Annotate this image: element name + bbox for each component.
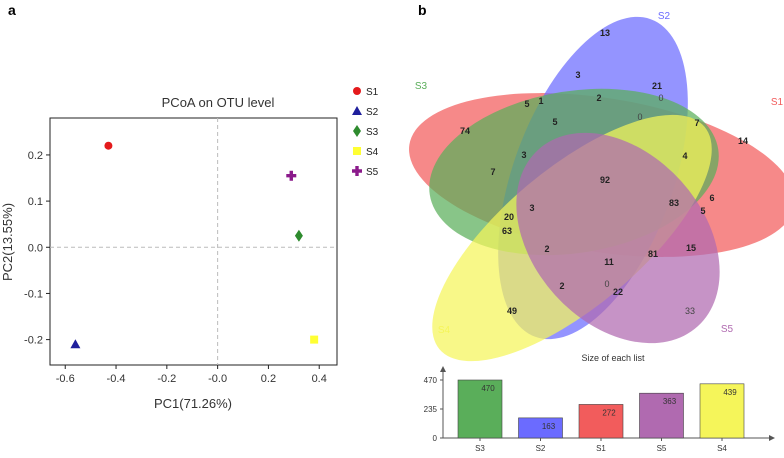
pcoa-x-tick-label: -0.0 — [208, 373, 227, 385]
venn-region-count: 33 — [685, 306, 695, 316]
venn-region-count: 0 — [604, 279, 609, 289]
bar-category-label: S1 — [596, 444, 606, 453]
venn-ellipse-s5 — [516, 132, 720, 344]
venn-diagram: S2 S1 S3 S4 S5 13 3 21 0 5 1 2 0 74 14 5… — [409, 11, 784, 362]
venn-label-s4: S4 — [438, 325, 451, 336]
legend-marker-s5 — [352, 166, 362, 176]
pcoa-point-s5 — [286, 170, 297, 181]
pcoa-y-tick-label: 0.0 — [28, 242, 43, 254]
bar-value-label: 439 — [723, 388, 737, 397]
pcoa-point-s3 — [294, 229, 303, 242]
venn-label-s2: S2 — [658, 11, 671, 22]
pcoa-x-tick-label: 0.2 — [261, 373, 276, 385]
bar-value-label: 272 — [602, 408, 616, 417]
bar-value-label: 363 — [663, 397, 677, 406]
venn-region-count: 2 — [559, 281, 564, 291]
pcoa-y-tick-label: -0.1 — [24, 288, 43, 300]
pcoa-plot-frame — [49, 117, 338, 366]
pcoa-legend: S1 S2 S3 S4 S5 — [352, 87, 379, 178]
pcoa-x-tick-label: -0.4 — [107, 373, 126, 385]
bar-s1 — [578, 404, 624, 439]
pcoa-point-s2 — [70, 339, 81, 349]
panel-label-a: a — [8, 2, 16, 18]
bar-y-tick-label: 470 — [424, 376, 438, 385]
bar-value-label: 163 — [542, 422, 556, 431]
venn-region-count: 14 — [738, 136, 748, 146]
venn-region-count: 63 — [502, 226, 512, 236]
legend-label-s2: S2 — [366, 107, 379, 118]
bar-category-label: S2 — [536, 444, 546, 453]
venn-region-count: 81 — [648, 249, 658, 259]
venn-label-s3: S3 — [415, 81, 428, 92]
venn-region-count: 7 — [490, 167, 495, 177]
panel-label-b: b — [418, 2, 427, 18]
venn-region-count: 2 — [596, 93, 601, 103]
venn-region-count: 7 — [694, 118, 699, 128]
bar-chart-title: Size of each list — [581, 353, 645, 363]
bar-y-axis-arrow — [440, 366, 446, 372]
pcoa-y-tick-label: 0.1 — [28, 196, 43, 208]
venn-region-count: 49 — [507, 306, 517, 316]
bar-s5 — [639, 392, 684, 439]
legend-label-s4: S4 — [366, 147, 379, 158]
venn-region-count: 0 — [658, 93, 663, 103]
venn-region-count: 5 — [700, 206, 705, 216]
bar-s2 — [518, 417, 563, 439]
venn-region-count: 74 — [460, 126, 470, 136]
pcoa-x-tick-label: 0.4 — [312, 373, 327, 385]
pcoa-y-axis-label: PC2(13.55%) — [0, 203, 15, 281]
venn-region-count: 13 — [600, 28, 610, 38]
bar-y-tick-label: 0 — [433, 434, 438, 443]
bar-s3 — [457, 379, 503, 439]
pcoa-point-s4 — [310, 335, 319, 344]
venn-region-count: 5 — [552, 117, 557, 127]
legend-marker-s2 — [352, 106, 362, 115]
legend-marker-s4 — [353, 147, 361, 155]
venn-region-count: 6 — [709, 193, 714, 203]
venn-region-count: 83 — [669, 198, 679, 208]
bar-category-label: S4 — [717, 444, 727, 453]
bar-category-label: S5 — [657, 444, 667, 453]
venn-region-count: 5 — [524, 99, 529, 109]
legend-marker-s1 — [353, 87, 361, 95]
legend-marker-s3 — [353, 125, 361, 137]
legend-label-s3: S3 — [366, 127, 379, 138]
venn-region-counts: 13 3 21 0 5 1 2 0 74 14 5 7 7 3 4 92 6 8… — [460, 28, 748, 316]
pcoa-point-s1 — [104, 141, 113, 150]
venn-label-s1: S1 — [771, 97, 784, 108]
bar-y-tick-label: 235 — [424, 405, 438, 414]
bar-x-axis-arrow — [769, 435, 775, 441]
pcoa-y-tick-label: -0.2 — [24, 335, 43, 347]
venn-region-count: 4 — [682, 151, 687, 161]
size-bar-chart: Size of each list 0 235 470 470 S3 163 S2 272 S1… — [424, 353, 775, 453]
pcoa-x-tick-label: -0.2 — [157, 373, 176, 385]
venn-region-count: 11 — [604, 257, 614, 267]
venn-region-count: 20 — [504, 212, 514, 222]
legend-label-s1: S1 — [366, 87, 379, 98]
venn-region-count: 3 — [521, 150, 526, 160]
legend-label-s5: S5 — [366, 167, 379, 178]
pcoa-scatter-plot: PCoA on OTU level -0.6 -0.4 -0.2 -0.0 0.2 0.4… — [0, 87, 379, 411]
venn-region-count: 1 — [538, 96, 543, 106]
pcoa-x-axis-label: PC1(71.26%) — [154, 396, 232, 411]
bar-category-label: S3 — [475, 444, 485, 453]
venn-region-count: 3 — [529, 203, 534, 213]
venn-region-count: 15 — [686, 243, 696, 253]
pcoa-x-tick-label: -0.6 — [56, 373, 75, 385]
venn-region-count: 92 — [600, 175, 610, 185]
venn-region-count: 2 — [544, 244, 549, 254]
bar-s4 — [699, 383, 745, 439]
venn-region-count: 3 — [575, 70, 580, 80]
venn-label-s5: S5 — [721, 324, 734, 335]
pcoa-title: PCoA on OTU level — [162, 95, 275, 110]
bar-value-label: 470 — [481, 384, 495, 393]
venn-region-count: 0 — [637, 112, 642, 122]
venn-region-count: 22 — [613, 287, 623, 297]
pcoa-y-tick-label: 0.2 — [28, 150, 43, 162]
venn-region-count: 21 — [652, 81, 662, 91]
